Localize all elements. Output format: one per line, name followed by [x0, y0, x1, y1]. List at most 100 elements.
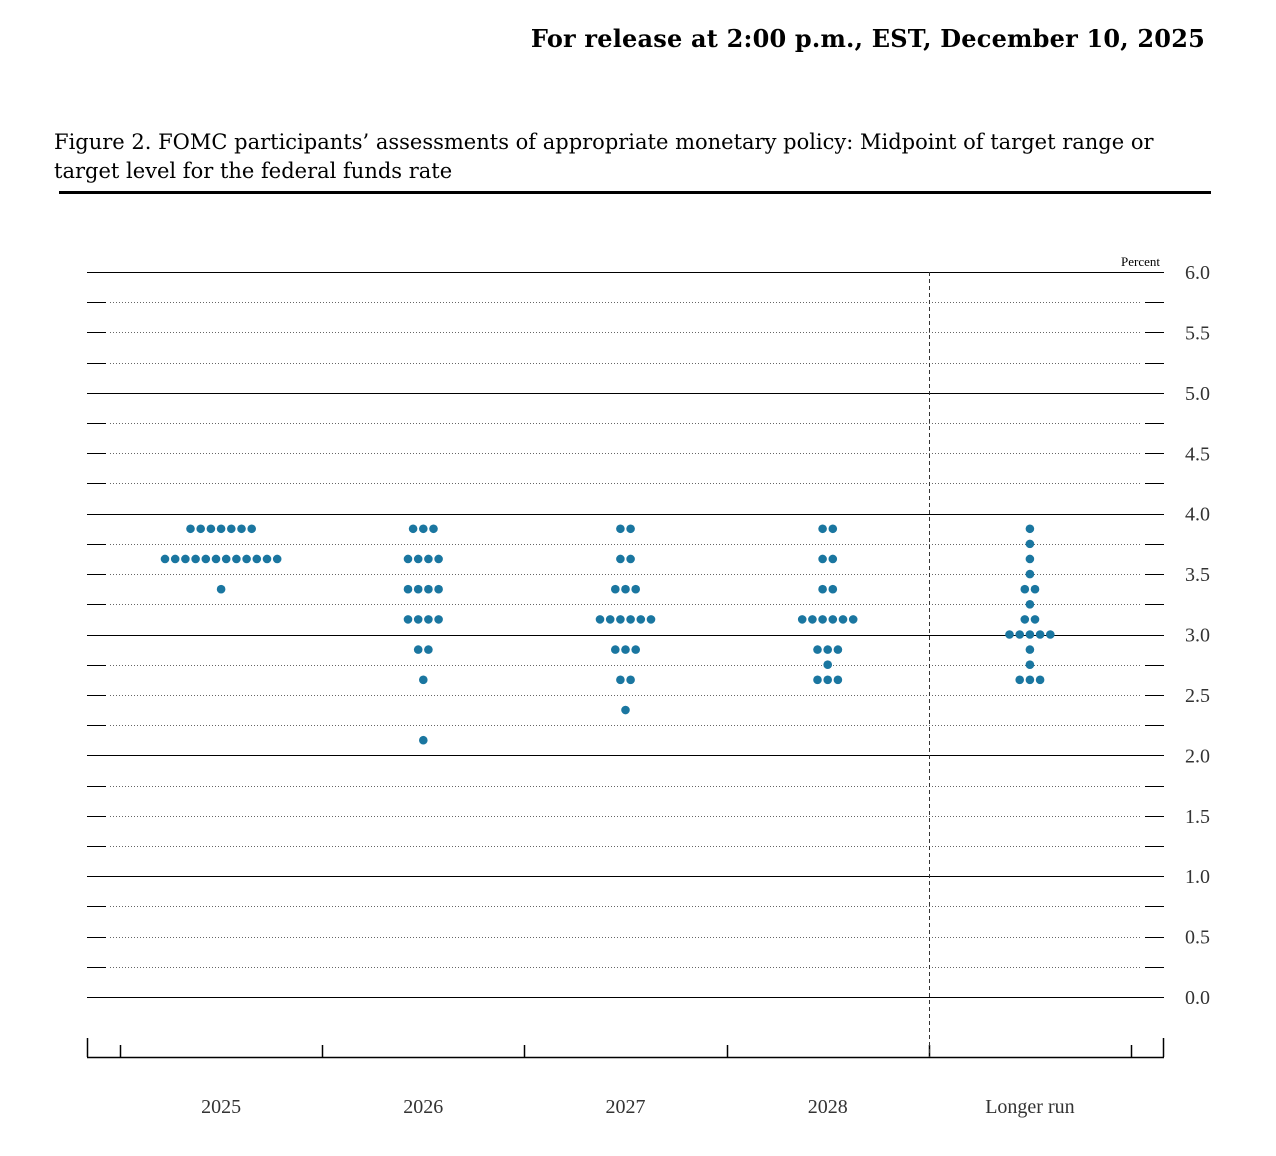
participant-dot	[818, 584, 827, 594]
participant-dot	[848, 615, 858, 624]
participant-dot	[424, 645, 433, 654]
participant-dot	[626, 554, 635, 564]
x-category-label: Longer run	[985, 1096, 1074, 1118]
participant-dot	[216, 524, 226, 534]
participant-dot	[1025, 569, 1035, 579]
y-tick-label: 0.0	[1185, 987, 1210, 1009]
y-axis-unit-label: Percent	[1121, 254, 1160, 269]
participant-dot	[631, 584, 640, 594]
participant-dot	[818, 524, 827, 534]
participant-dot	[160, 554, 170, 564]
participant-dot	[1005, 630, 1014, 639]
participant-dot	[413, 645, 423, 654]
participant-dot	[828, 554, 838, 564]
participant-dot	[631, 645, 640, 654]
participant-dot	[626, 524, 635, 534]
y-tick-label: 5.5	[1185, 322, 1210, 344]
y-tick-label: 2.5	[1185, 685, 1210, 707]
participant-dot	[1035, 630, 1045, 639]
participant-dot	[403, 554, 413, 564]
participant-dot	[1030, 584, 1040, 594]
participant-dot	[616, 675, 625, 685]
participant-dot	[823, 675, 832, 685]
participant-dot	[424, 584, 433, 594]
participant-dot	[434, 615, 443, 624]
participant-dot	[1015, 630, 1024, 639]
participant-dot	[823, 645, 832, 654]
participant-dot	[216, 584, 226, 594]
participant-dot	[1046, 630, 1055, 639]
participant-dot	[823, 660, 832, 670]
title-rule	[59, 191, 1211, 194]
participant-dot	[429, 524, 438, 534]
participant-dot	[813, 645, 822, 654]
participant-dot	[828, 524, 838, 534]
y-tick-label: 5.0	[1185, 383, 1210, 405]
participant-dot	[621, 645, 630, 654]
participant-dot	[242, 554, 251, 564]
participant-dot	[1025, 660, 1035, 670]
participant-dot	[1015, 675, 1024, 685]
y-tick-label: 4.5	[1185, 443, 1210, 465]
participant-dot	[611, 645, 620, 654]
participant-dot	[403, 584, 413, 594]
participant-dot	[636, 615, 646, 624]
participant-dot	[621, 584, 630, 594]
participant-dot	[818, 615, 827, 624]
participant-dot	[1025, 599, 1035, 609]
participant-dot	[247, 524, 256, 534]
participant-dot	[611, 584, 620, 594]
participant-dot	[227, 524, 236, 534]
participant-dot	[838, 615, 848, 624]
participant-dot	[221, 554, 231, 564]
y-tick-label: 2.0	[1185, 745, 1210, 767]
participant-dot	[616, 554, 625, 564]
x-category-label: 2026	[403, 1096, 443, 1118]
figure-title: Figure 2. FOMC participants’ assessments…	[54, 130, 1154, 183]
participant-dot	[408, 524, 418, 534]
participant-dot	[833, 645, 843, 654]
participant-dot	[232, 554, 241, 564]
participant-dot	[626, 675, 635, 685]
participant-dot	[595, 615, 605, 624]
participant-dot	[262, 554, 272, 564]
participant-dot	[1025, 524, 1035, 534]
participant-dot	[621, 705, 630, 715]
x-category-label: 2025	[201, 1096, 241, 1118]
participant-dot	[237, 524, 246, 534]
participant-dot	[211, 554, 221, 564]
grid-layer	[87, 272, 1164, 998]
participant-dot	[605, 615, 615, 624]
y-tick-label: 3.5	[1185, 564, 1210, 586]
participant-dot	[170, 554, 180, 564]
participant-dot	[424, 554, 433, 564]
x-category-label: 2028	[808, 1096, 848, 1118]
participant-dot	[646, 615, 656, 624]
participant-dot	[828, 584, 838, 594]
participant-dot	[413, 584, 423, 594]
axis-layer: 6.0 5.5 5.0 4.5 4.0 3.5 3.0 2.5 2.0 1.5 1.0 0.5 0.0 2…	[86, 262, 1210, 1118]
participant-dot	[813, 675, 822, 685]
participant-dot	[201, 554, 211, 564]
participant-dot	[413, 615, 423, 624]
y-tick-label: 0.5	[1185, 927, 1210, 949]
participant-dot	[808, 615, 817, 624]
participant-dot	[196, 524, 205, 534]
participant-dot	[1025, 630, 1035, 639]
participant-dot	[419, 735, 428, 745]
participant-dot	[626, 615, 635, 624]
participant-dot	[403, 615, 413, 624]
participant-dot	[1025, 554, 1035, 564]
participant-dot	[434, 554, 443, 564]
release-notice: For release at 2:00 p.m., EST, December …	[530, 24, 1205, 53]
participant-dot	[434, 584, 443, 594]
participant-dot	[1025, 675, 1035, 685]
participant-dot	[1020, 615, 1030, 624]
participant-dot	[1025, 539, 1035, 549]
participant-dot	[1035, 675, 1045, 685]
participant-dot	[252, 554, 262, 564]
y-tick-label: 1.5	[1185, 806, 1210, 828]
y-tick-label: 3.0	[1185, 625, 1210, 647]
participant-dot	[272, 554, 282, 564]
